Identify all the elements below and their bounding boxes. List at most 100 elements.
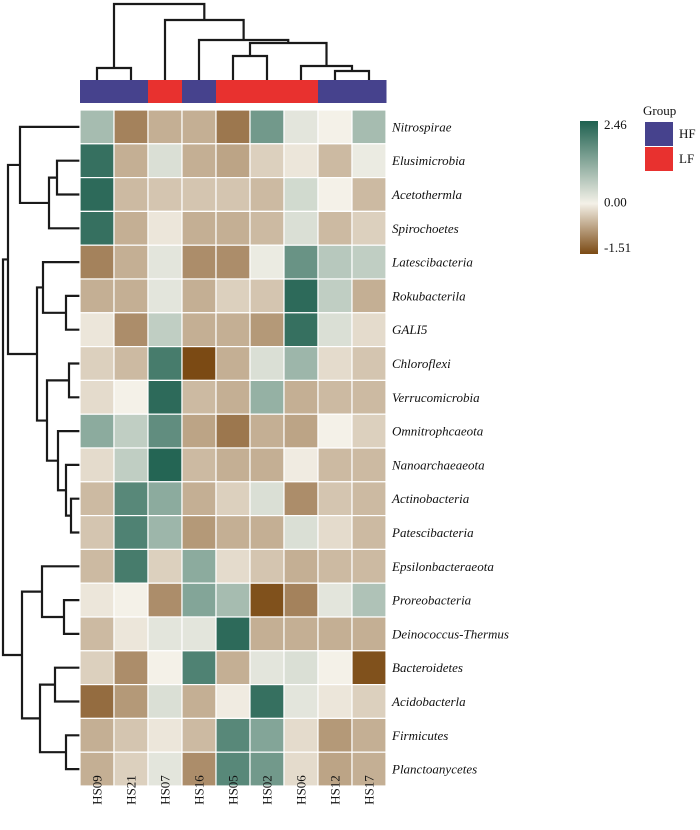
heatmap-cell [181, 717, 217, 753]
heatmap-cell [351, 650, 387, 686]
row-label: Spirochoetes [392, 221, 459, 236]
heatmap-cell [283, 143, 319, 179]
heatmap-cell [351, 346, 387, 382]
heatmap-cell [113, 447, 149, 483]
dendrogram-link [56, 430, 80, 492]
row-label: Bacteroidetes [392, 660, 463, 675]
heatmap-cell [283, 379, 319, 415]
row-label: Latescibacteria [391, 255, 473, 270]
heatmap-cell [181, 548, 217, 584]
heatmap-cell [147, 751, 183, 787]
heatmap-cell [147, 278, 183, 314]
heatmap-cell [249, 683, 285, 719]
row-label: GALI5 [392, 322, 428, 337]
heatmap-cell [181, 143, 217, 179]
group-bar-cell [114, 80, 149, 103]
heatmap-cell [249, 244, 285, 280]
column-label: HS05 [226, 775, 241, 805]
heatmap-cell [215, 143, 251, 179]
heatmap-cell [283, 683, 319, 719]
heatmap-cell [317, 210, 353, 246]
heatmap-cell [249, 514, 285, 550]
heatmap-cell [215, 481, 251, 517]
heatmap-cell [351, 413, 387, 449]
column-label: HS16 [192, 775, 207, 805]
heatmap-cell [317, 413, 353, 449]
heatmap-cell [181, 210, 217, 246]
dendrogram-link [163, 18, 245, 80]
heatmap-cell [351, 447, 387, 483]
heatmap-cell [283, 413, 319, 449]
heatmap-cell [181, 278, 217, 314]
row-labels: Nitrospirae Elusimicrobia Acetothermla Spir… [391, 119, 509, 776]
heatmap-cell [147, 109, 183, 145]
heatmap-cell [317, 177, 353, 213]
heatmap-cell [215, 210, 251, 246]
group-bar-cell [182, 80, 217, 103]
heatmap-cell [147, 379, 183, 415]
heatmap-cell [79, 379, 115, 415]
heatmap-cell [283, 717, 319, 753]
group-bar-cell [80, 80, 115, 103]
heatmap-cell [317, 447, 353, 483]
heatmap-cell [317, 346, 353, 382]
heatmap-cell [147, 582, 183, 618]
group-bar-cell [284, 80, 319, 103]
heatmap-cell [147, 683, 183, 719]
dendrogram-link [112, 2, 206, 68]
dendrogram-link [299, 64, 354, 80]
heatmap-cell [79, 312, 115, 348]
heatmap-cell [283, 447, 319, 483]
heatmap-cell [181, 616, 217, 652]
color-scale-tick-label: 2.46 [604, 117, 627, 132]
color-scale-tick-label: -1.51 [604, 240, 631, 255]
heatmap-cell [113, 244, 149, 280]
heatmap-cell [147, 616, 183, 652]
dendrogram-link [6, 163, 37, 356]
heatmap-cell [113, 582, 149, 618]
heatmap-cell [113, 312, 149, 348]
group-bar-cell [250, 80, 285, 103]
heatmap-cell [181, 683, 217, 719]
heatmap-cell [113, 278, 149, 314]
dendrogram-link [55, 159, 80, 196]
heatmap-cell [181, 447, 217, 483]
heatmap-cell [79, 751, 115, 787]
heatmap-cell [215, 379, 251, 415]
heatmap-cell [79, 346, 115, 382]
heatmap-cell [113, 177, 149, 213]
group-annotation-bar [80, 80, 387, 103]
heatmap-cell [351, 109, 387, 145]
dendrogram-link [62, 599, 80, 635]
row-label: Nanoarchaeaeota [391, 457, 485, 472]
dendrogram-link [64, 734, 80, 771]
heatmap-cell [113, 143, 149, 179]
heatmap-cell [147, 447, 183, 483]
dendrogram-link [38, 683, 66, 754]
heatmap-cell [181, 413, 217, 449]
heatmap-cell [215, 346, 251, 382]
heatmap-cell [215, 582, 251, 618]
column-labels: HS09 HS21 HS07 HS16 HS05 HS02 HS06 HS12 HS17 [90, 775, 377, 805]
row-label: Patescibacteria [391, 525, 474, 540]
dendrogram-link [40, 565, 80, 619]
heatmap-cell [181, 514, 217, 550]
group-legend: Group HF LF [643, 103, 696, 171]
heatmap-cell [351, 210, 387, 246]
heatmap-cell [79, 177, 115, 213]
dendrogram-link [231, 54, 269, 80]
heatmap-cell [249, 143, 285, 179]
heatmap-cell [317, 143, 353, 179]
heatmap-cell [147, 481, 183, 517]
heatmap-cell [113, 346, 149, 382]
heatmap-cell [317, 312, 353, 348]
dendrogram-link [47, 176, 80, 230]
column-dendrogram [95, 2, 371, 80]
heatmap-cell [181, 481, 217, 517]
heatmap-cell [351, 717, 387, 753]
row-label: Rokubacterila [391, 288, 466, 303]
heatmap-cell [181, 379, 217, 415]
heatmap-cell [249, 379, 285, 415]
heatmap-cell [351, 143, 387, 179]
